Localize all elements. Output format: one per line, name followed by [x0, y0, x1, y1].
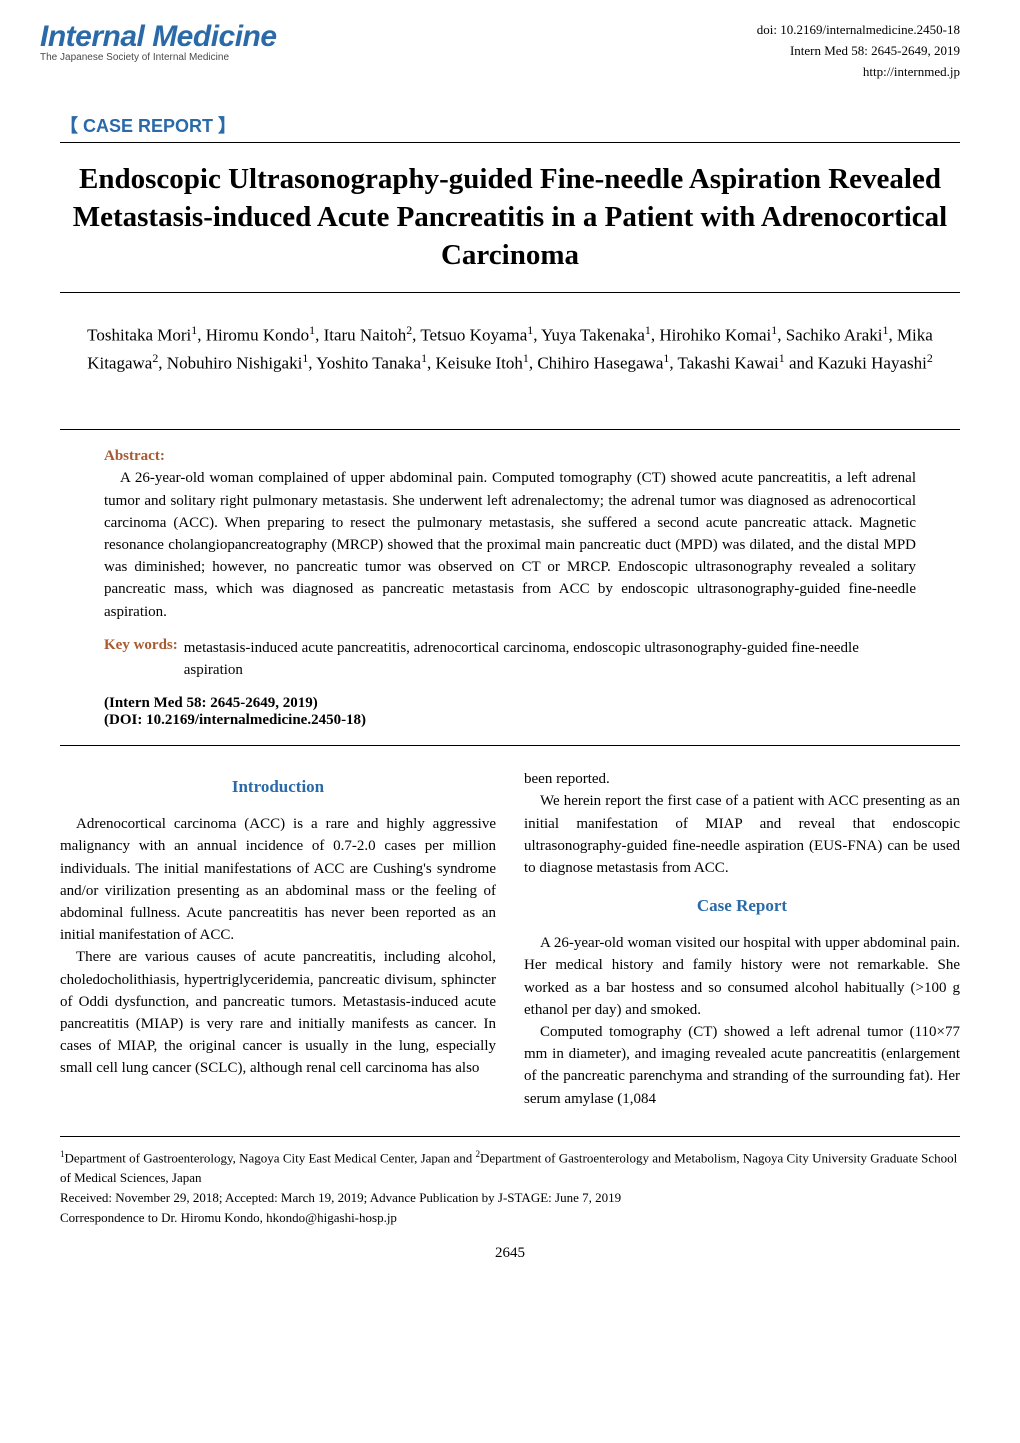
abstract-block: Abstract: A 26-year-old woman complained… [60, 430, 960, 746]
doi-text: doi: 10.2169/internalmedicine.2450-18 [757, 20, 960, 41]
article-title-block: Endoscopic Ultrasonography-guided Fine-n… [60, 161, 960, 293]
keywords-label: Key words: [104, 637, 184, 681]
keywords-text: metastasis-induced acute pancreatitis, a… [184, 637, 916, 681]
case-report-heading: Case Report [524, 893, 960, 918]
intro-col2-p1: been reported. [524, 768, 960, 790]
affiliations: 1Department of Gastroenterology, Nagoya … [60, 1147, 960, 1189]
correspondence-line: Correspondence to Dr. Hiromu Kondo, hkon… [60, 1208, 960, 1228]
intro-p1: Adrenocortical carcinoma (ACC) is a rare… [60, 813, 496, 946]
case-report-label: 【 CASE REPORT 】 [60, 116, 236, 136]
journal-title: Internal Medicine [40, 20, 277, 54]
keywords-row: Key words: metastasis-induced acute panc… [104, 637, 916, 681]
url-text: http://internmed.jp [757, 62, 960, 83]
citation-line-2: (DOI: 10.2169/internalmedicine.2450-18) [104, 712, 916, 729]
case-p2: Computed tomography (CT) showed a left a… [524, 1021, 960, 1110]
citation-text: Intern Med 58: 2645-2649, 2019 [757, 41, 960, 62]
citation-line-1: (Intern Med 58: 2645-2649, 2019) [104, 695, 916, 712]
page-number: 2645 [0, 1245, 1020, 1282]
journal-logo: Internal Medicine The Japanese Society o… [40, 20, 277, 63]
intro-p2: There are various causes of acute pancre… [60, 946, 496, 1079]
column-left: Introduction Adrenocortical carcinoma (A… [60, 768, 496, 1110]
page-header: Internal Medicine The Japanese Society o… [0, 0, 1020, 92]
column-right: been reported. We herein report the firs… [524, 768, 960, 1110]
received-line: Received: November 29, 2018; Accepted: M… [60, 1188, 960, 1208]
case-report-label-row: 【 CASE REPORT 】 [60, 112, 960, 143]
case-p1: A 26-year-old woman visited our hospital… [524, 932, 960, 1021]
header-meta: doi: 10.2169/internalmedicine.2450-18 In… [757, 20, 960, 82]
authors-block: Toshitaka Mori1, Hiromu Kondo1, Itaru Na… [60, 321, 960, 430]
article-title: Endoscopic Ultrasonography-guided Fine-n… [60, 161, 960, 274]
journal-subtitle: The Japanese Society of Internal Medicin… [40, 52, 277, 63]
abstract-text: A 26-year-old woman complained of upper … [104, 467, 916, 622]
footnote-block: 1Department of Gastroenterology, Nagoya … [60, 1136, 960, 1229]
abstract-label: Abstract: [104, 448, 916, 465]
body-columns: Introduction Adrenocortical carcinoma (A… [60, 768, 960, 1110]
intro-col2-p2: We herein report the first case of a pat… [524, 790, 960, 879]
introduction-heading: Introduction [60, 774, 496, 799]
